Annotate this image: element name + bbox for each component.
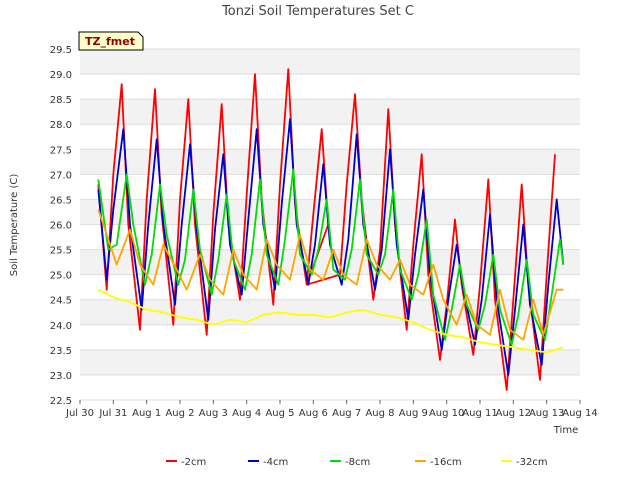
x-tick-label: Jul 30 bbox=[65, 408, 94, 419]
x-tick-label: Aug 6 bbox=[299, 408, 328, 419]
x-tick-label: Aug 5 bbox=[265, 408, 294, 419]
plot-band bbox=[80, 174, 580, 200]
site-badge: TZ_fmet bbox=[78, 31, 144, 51]
plot-band bbox=[80, 49, 580, 75]
x-tick-label: Aug 4 bbox=[232, 408, 261, 419]
y-tick-label: 26.5 bbox=[50, 195, 72, 206]
y-axis-ticks: 22.5 23.0 23.5 24.0 24.5 25.0 25.5 26.0 26.5 27.0… bbox=[50, 45, 72, 407]
x-tick-label: Aug 2 bbox=[165, 408, 194, 419]
y-tick-label: 25.0 bbox=[50, 271, 72, 282]
y-tick-label: 28.0 bbox=[50, 120, 72, 131]
x-tick-label: Aug 1 bbox=[132, 408, 161, 419]
series-line-16cm bbox=[97, 209, 564, 341]
y-tick-label: 28.5 bbox=[50, 95, 72, 106]
x-axis-ticks: Jul 30 Jul 31 Aug 1 Aug 2 Aug 3 Aug 4 Aug 5 Aug… bbox=[65, 400, 598, 419]
x-tick-label: Aug 3 bbox=[199, 408, 228, 419]
y-tick-label: 29.5 bbox=[50, 45, 72, 56]
plot-band bbox=[80, 99, 580, 125]
x-tick-label: Jul 31 bbox=[98, 408, 127, 419]
plot-band bbox=[80, 349, 580, 375]
y-tick-label: 23.0 bbox=[50, 371, 72, 382]
legend-label: -4cm bbox=[263, 457, 288, 468]
y-tick-label: 26.0 bbox=[50, 221, 72, 232]
plot-band bbox=[80, 124, 580, 150]
y-tick-label: 22.5 bbox=[50, 396, 72, 407]
x-tick-label: Aug 11 bbox=[462, 408, 497, 419]
legend-label: -16cm bbox=[430, 457, 462, 468]
y-tick-label: 25.5 bbox=[50, 246, 72, 257]
y-tick-label: 24.5 bbox=[50, 296, 72, 307]
y-axis-label: Soil Temperature (C) bbox=[9, 174, 20, 277]
badge-label: TZ_fmet bbox=[85, 35, 135, 48]
legend-label: -32cm bbox=[516, 457, 548, 468]
y-tick-label: 24.0 bbox=[50, 321, 72, 332]
y-tick-label: 23.5 bbox=[50, 346, 72, 357]
y-tick-label: 27.0 bbox=[50, 170, 72, 181]
plot-band bbox=[80, 374, 580, 400]
x-tick-label: Aug 10 bbox=[429, 408, 464, 419]
x-tick-label: Aug 13 bbox=[529, 408, 564, 419]
plot-band bbox=[80, 149, 580, 175]
y-tick-label: 27.5 bbox=[50, 145, 72, 156]
chart-title: Tonzi Soil Temperatures Set C bbox=[221, 4, 414, 19]
legend-label: -8cm bbox=[345, 457, 370, 468]
plot-band bbox=[80, 74, 580, 100]
series-line-32cm bbox=[97, 288, 564, 354]
x-axis-label: Time bbox=[553, 425, 578, 436]
badge-shape bbox=[78, 31, 144, 51]
y-tick-label: 29.0 bbox=[50, 70, 72, 81]
legend-label: -2cm bbox=[181, 457, 206, 468]
x-tick-label: Aug 7 bbox=[332, 408, 361, 419]
x-tick-label: Aug 9 bbox=[399, 408, 428, 419]
legend: -2cm -4cm -8cm -16cm -32cm bbox=[166, 457, 548, 468]
x-tick-label: Aug 8 bbox=[365, 408, 394, 419]
x-tick-label: Aug 12 bbox=[496, 408, 531, 419]
x-tick-label: Aug 14 bbox=[562, 408, 597, 419]
series-lines bbox=[97, 68, 565, 391]
